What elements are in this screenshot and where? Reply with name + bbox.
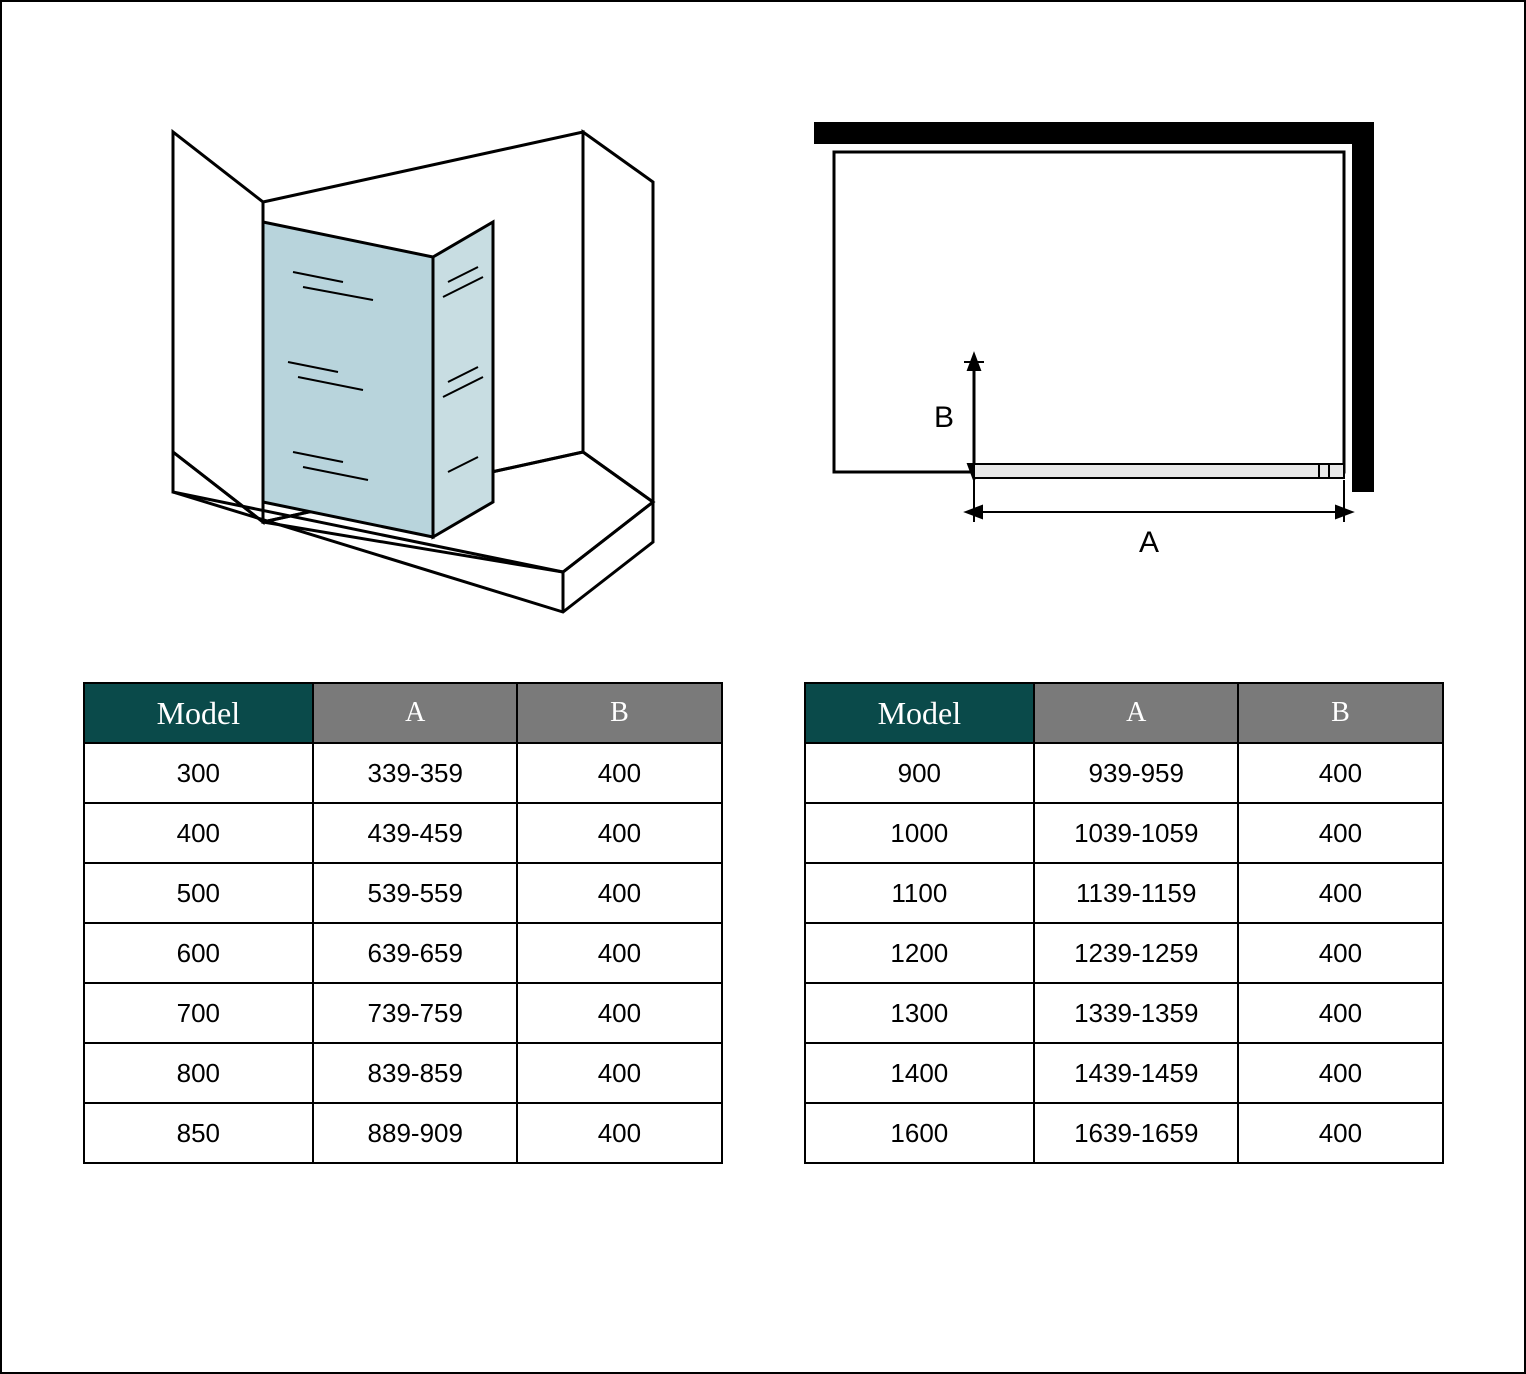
table-row: 12001239-1259400 [805, 923, 1443, 983]
table-cell: 1300 [805, 983, 1035, 1043]
isometric-svg [113, 72, 673, 632]
tables-row: Model A B 300339-359400400439-4594005005… [2, 682, 1524, 1204]
table-cell: 800 [84, 1043, 314, 1103]
table-cell: 339-359 [313, 743, 517, 803]
table-row: 850889-909400 [84, 1103, 722, 1163]
table-cell: 400 [517, 803, 721, 863]
table-row: 600639-659400 [84, 923, 722, 983]
table-cell: 400 [517, 983, 721, 1043]
plan-diagram: B A [774, 92, 1414, 612]
table-cell: 839-859 [313, 1043, 517, 1103]
frame-right [1352, 122, 1374, 492]
plan-inner-rect [834, 152, 1344, 472]
table-cell: 1239-1259 [1034, 923, 1238, 983]
table-row: 11001139-1159400 [805, 863, 1443, 923]
table-cell: 1039-1059 [1034, 803, 1238, 863]
table-row: 16001639-1659400 [805, 1103, 1443, 1163]
table-cell: 400 [1238, 743, 1442, 803]
frame-top [814, 122, 1374, 144]
table-row: 700739-759400 [84, 983, 722, 1043]
table-row: 13001339-1359400 [805, 983, 1443, 1043]
table-cell: 739-759 [313, 983, 517, 1043]
table-cell: 1400 [805, 1043, 1035, 1103]
table-row: 400439-459400 [84, 803, 722, 863]
th-a: A [313, 683, 517, 743]
table-cell: 939-959 [1034, 743, 1238, 803]
table-cell: 400 [517, 1103, 721, 1163]
table-cell: 900 [805, 743, 1035, 803]
table-cell: 400 [517, 923, 721, 983]
table-cell: 439-459 [313, 803, 517, 863]
table-row: 14001439-1459400 [805, 1043, 1443, 1103]
table-cell: 400 [84, 803, 314, 863]
th-model: Model [805, 683, 1035, 743]
table-cell: 1439-1459 [1034, 1043, 1238, 1103]
page-container: B A [0, 0, 1526, 1374]
table-cell: 400 [1238, 983, 1442, 1043]
table-header-row: Model A B [805, 683, 1443, 743]
table-row: 300339-359400 [84, 743, 722, 803]
table-cell: 1139-1159 [1034, 863, 1238, 923]
table-cell: 300 [84, 743, 314, 803]
table-cell: 400 [1238, 803, 1442, 863]
diagrams-row: B A [2, 2, 1524, 682]
th-b: B [517, 683, 721, 743]
plan-svg: B A [774, 92, 1414, 612]
table-cell: 889-909 [313, 1103, 517, 1163]
table-cell: 400 [517, 863, 721, 923]
table-cell: 1100 [805, 863, 1035, 923]
table-row: 500539-559400 [84, 863, 722, 923]
table-row: 10001039-1059400 [805, 803, 1443, 863]
table-cell: 400 [517, 1043, 721, 1103]
table-cell: 400 [517, 743, 721, 803]
glass-main-panel [263, 222, 433, 537]
dim-b-label: B [934, 401, 954, 434]
table-cell: 1200 [805, 923, 1035, 983]
table-cell: 400 [1238, 1043, 1442, 1103]
th-a: A [1034, 683, 1238, 743]
table-cell: 500 [84, 863, 314, 923]
table-cell: 400 [1238, 923, 1442, 983]
table-cell: 1639-1659 [1034, 1103, 1238, 1163]
table-cell: 600 [84, 923, 314, 983]
glass-return-panel [433, 222, 493, 537]
table-right: Model A B 900939-95940010001039-10594001… [804, 682, 1444, 1164]
table-cell: 850 [84, 1103, 314, 1163]
dim-a [966, 480, 1352, 522]
table-cell: 539-559 [313, 863, 517, 923]
table-cell: 700 [84, 983, 314, 1043]
table-header-row: Model A B [84, 683, 722, 743]
isometric-diagram [113, 72, 673, 632]
th-b: B [1238, 683, 1442, 743]
channel-a [974, 464, 1344, 478]
table-row: 900939-959400 [805, 743, 1443, 803]
table-cell: 1339-1359 [1034, 983, 1238, 1043]
table-cell: 1000 [805, 803, 1035, 863]
th-model: Model [84, 683, 314, 743]
table-cell: 639-659 [313, 923, 517, 983]
table-row: 800839-859400 [84, 1043, 722, 1103]
table-cell: 1600 [805, 1103, 1035, 1163]
table-cell: 400 [1238, 1103, 1442, 1163]
dim-a-label: A [1138, 526, 1158, 559]
table-left: Model A B 300339-359400400439-4594005005… [83, 682, 723, 1164]
table-cell: 400 [1238, 863, 1442, 923]
